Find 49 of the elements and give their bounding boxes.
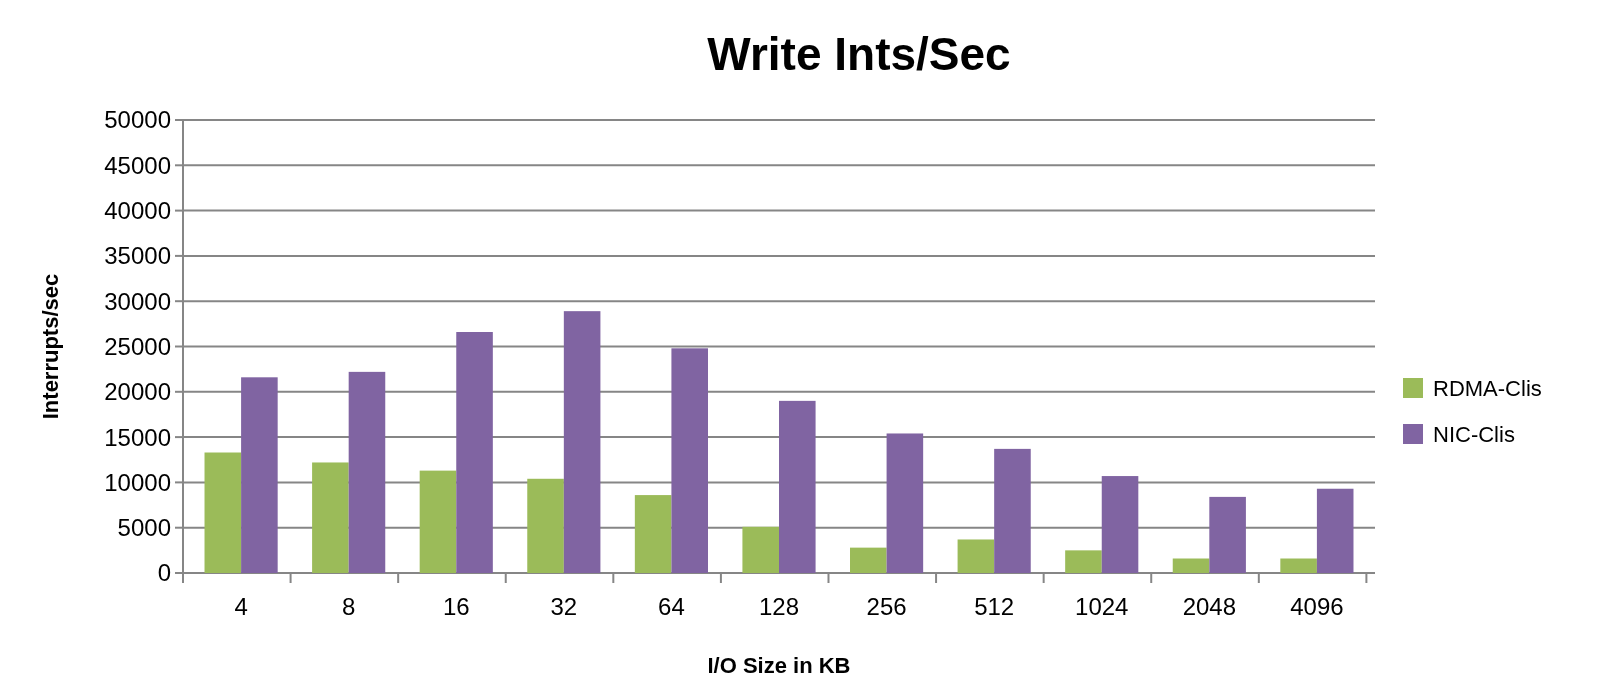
bar: [348, 371, 386, 573]
legend-label: RDMA-Clis: [1433, 375, 1542, 401]
bar: [312, 462, 349, 573]
bar: [850, 547, 887, 573]
x-tick-label: 512: [974, 593, 1015, 620]
x-tick-label: 4096: [1290, 593, 1344, 620]
bar: [1065, 550, 1102, 573]
bar: [527, 478, 564, 573]
bar: [419, 470, 457, 573]
y-tick-label: 0: [157, 559, 171, 587]
bar: [1101, 476, 1139, 573]
bar: [634, 495, 672, 573]
y-tick-label: 5000: [117, 514, 171, 542]
x-tick-label: 128: [758, 593, 800, 620]
x-tick-label: 4: [234, 593, 248, 620]
x-tick-label: 1024: [1075, 593, 1129, 620]
x-tick-label: 2048: [1182, 593, 1237, 620]
bar: [1280, 558, 1317, 573]
bar: [671, 348, 708, 573]
y-tick-label: 10000: [104, 468, 171, 496]
x-tick-label: 256: [866, 593, 907, 620]
bar: [241, 377, 278, 573]
bar: [1209, 496, 1246, 573]
bar: [994, 448, 1031, 573]
y-tick-label: 40000: [104, 197, 171, 224]
y-tick-label: 25000: [104, 332, 171, 360]
chart-title: Write Ints/Sec: [707, 28, 1011, 80]
x-tick-label: 64: [658, 593, 685, 620]
bar: [957, 539, 995, 573]
y-tick-label: 15000: [104, 423, 171, 451]
bar: [563, 311, 601, 573]
x-tick-label: 16: [442, 593, 470, 620]
y-tick-label: 45000: [104, 151, 171, 179]
legend-label: NIC-Clis: [1433, 421, 1515, 447]
y-tick-label: 20000: [104, 378, 171, 406]
bar: [456, 332, 493, 573]
bar: [1172, 558, 1210, 573]
bar: [204, 452, 242, 573]
bar: [886, 433, 924, 573]
x-axis-title: I/O Size in KB: [707, 653, 851, 678]
bar: [1316, 488, 1354, 573]
y-tick-label: 50000: [104, 106, 171, 134]
bar: [742, 526, 779, 573]
x-tick-label: 32: [550, 593, 578, 620]
y-tick-label: 30000: [104, 287, 171, 315]
y-tick-label: 35000: [104, 242, 171, 270]
bar: [779, 400, 816, 573]
y-axis-title: Interrupts/sec: [38, 273, 63, 420]
x-tick-label: 8: [342, 593, 356, 620]
